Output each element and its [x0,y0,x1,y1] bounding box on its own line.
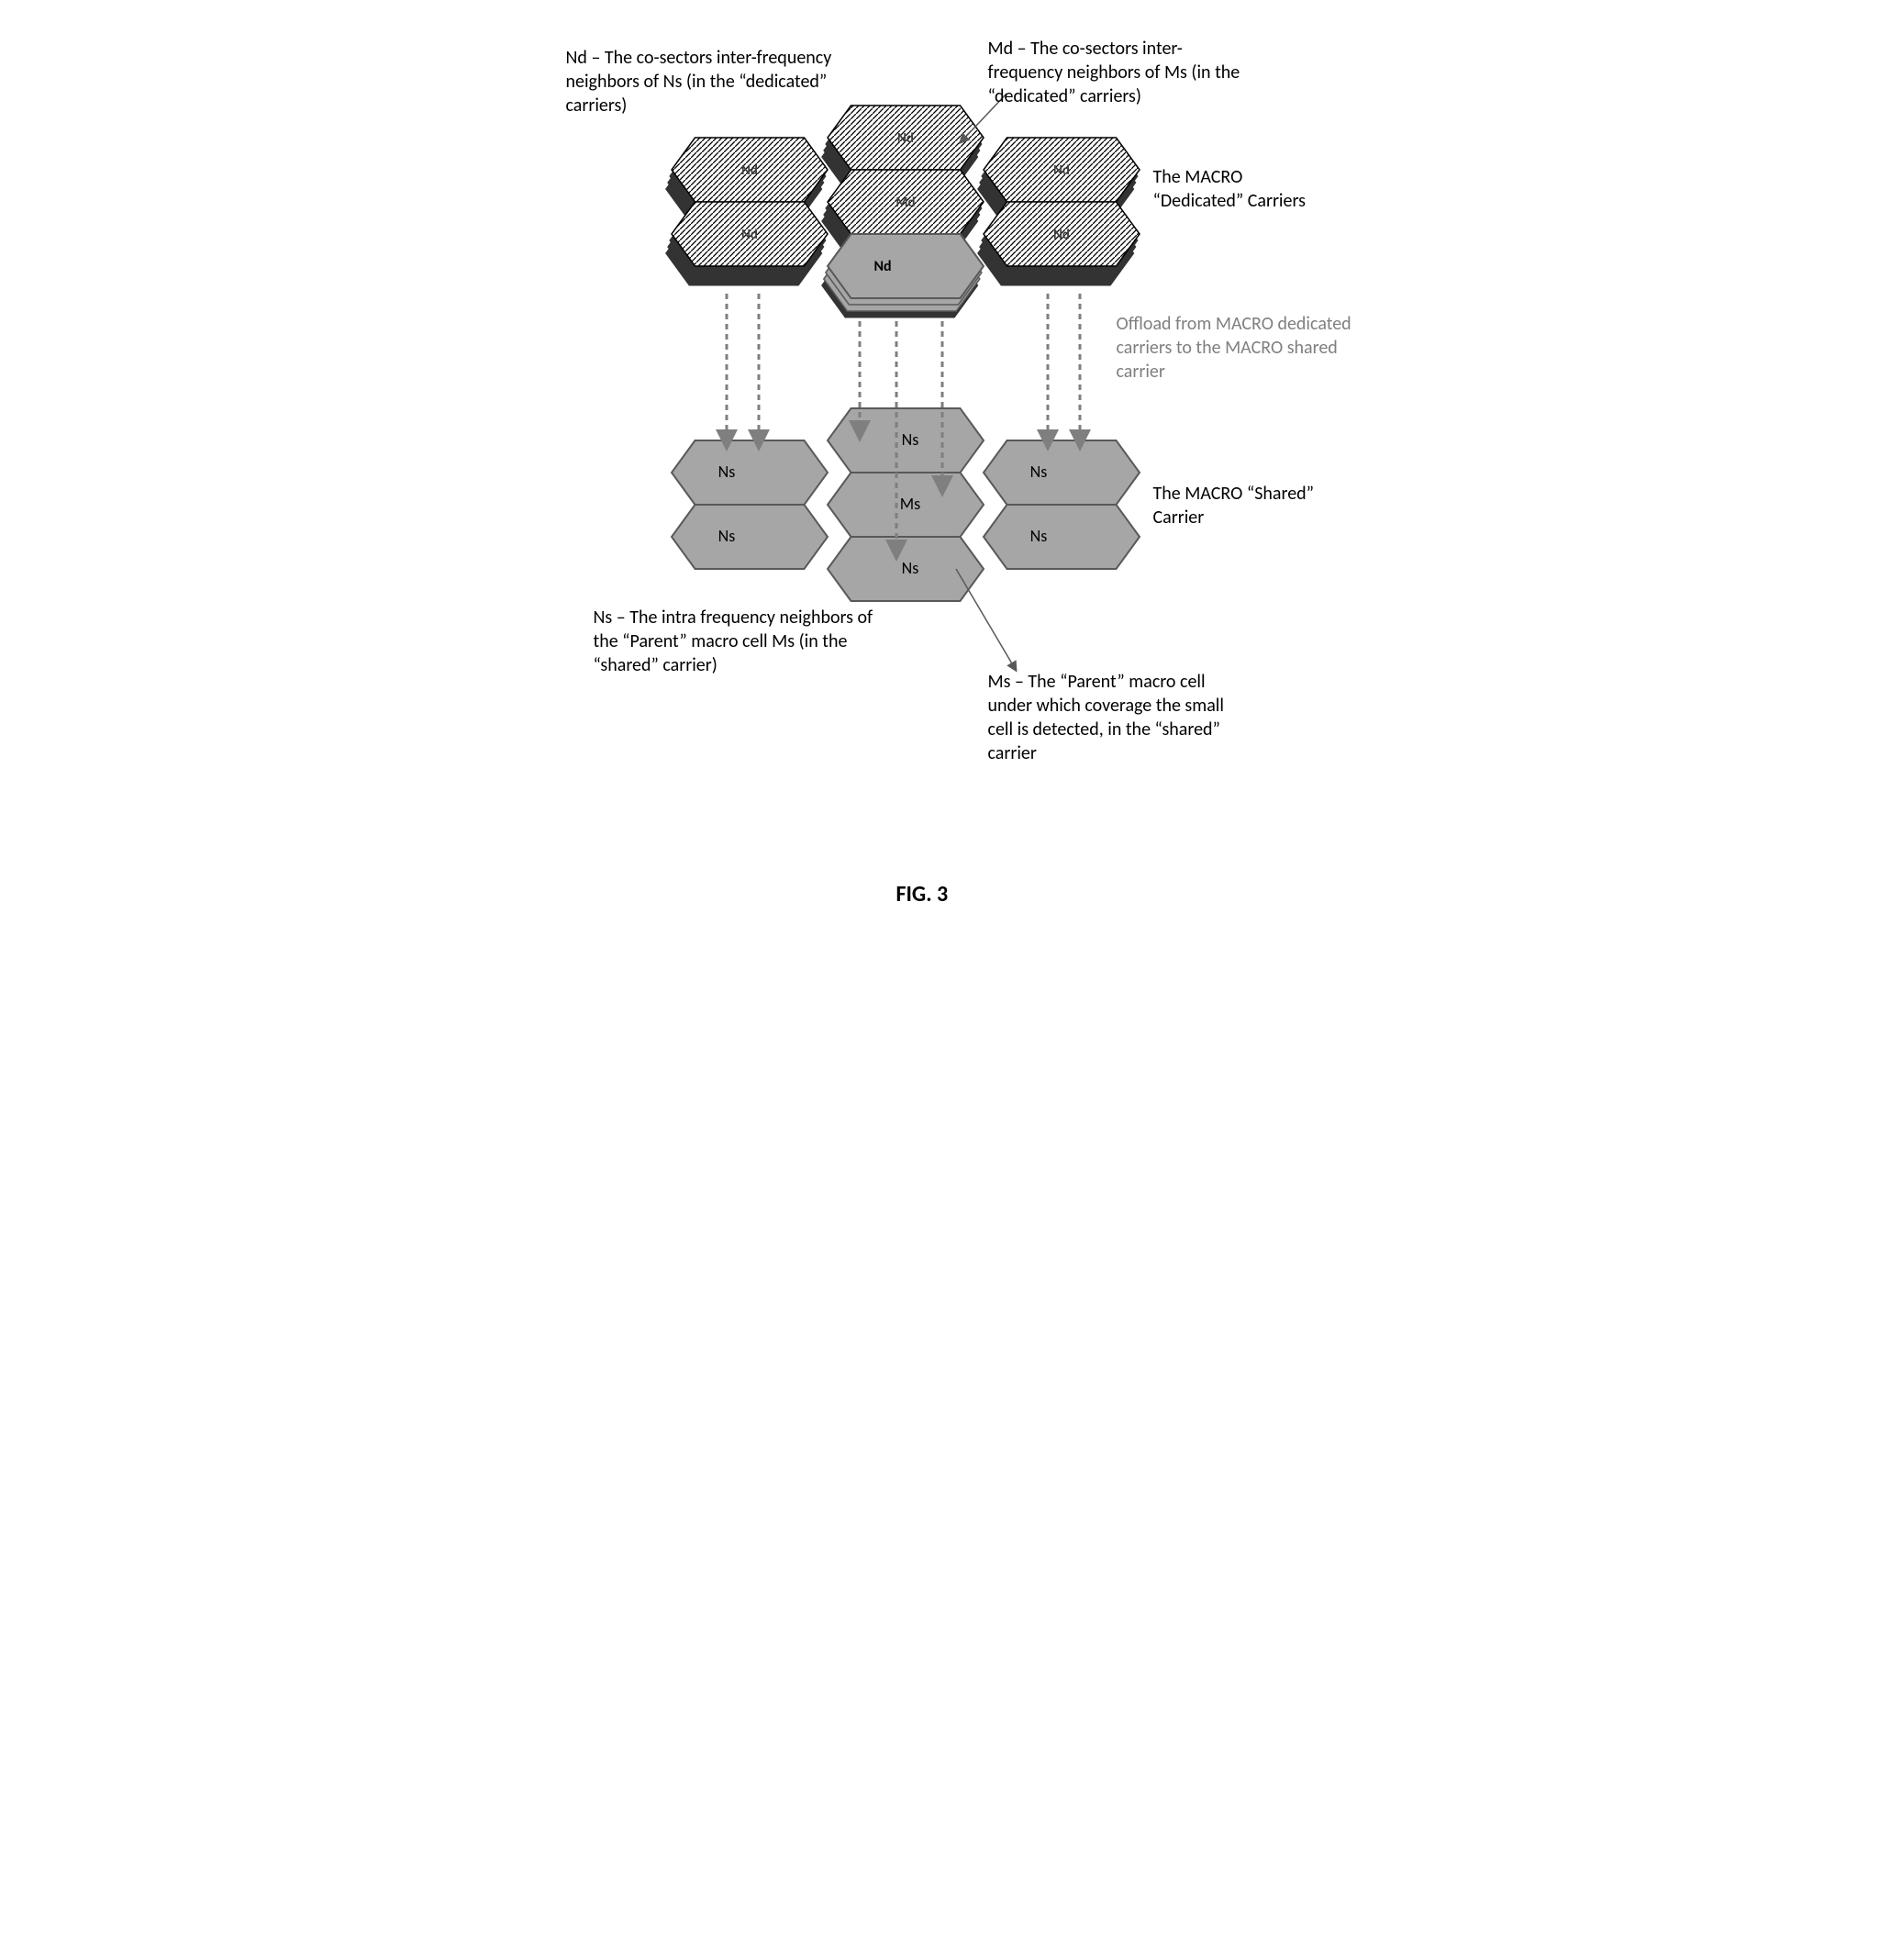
svg-text:Ns: Ns [901,558,918,578]
md-description: Md – The co-sectors inter-frequency neig… [988,37,1254,108]
svg-text:Ms: Ms [899,494,919,514]
ms-description: Ms – The “Parent” macro cell under which… [988,670,1245,765]
svg-text:Nd: Nd [741,162,758,179]
svg-text:Nd: Nd [741,227,758,243]
offload-description: Offload from MACRO dedicated carriers to… [1117,312,1355,384]
ns-description: Ns – The intra frequency neighbors of th… [594,606,887,677]
svg-text:Md: Md [895,195,915,211]
diagram-container: Nd Nd Nd Md Nd Nd Nd Ns Ns Ns Ms Ns Ns Ns Nd – The co… [493,37,1410,954]
svg-text:Ns: Ns [901,429,918,450]
macro-shared-label: The MACRO “Shared” Carrier [1153,482,1346,529]
svg-text:Ns: Ns [717,462,735,482]
svg-text:Ns: Ns [717,526,735,546]
svg-text:Nd: Nd [873,258,891,275]
svg-text:Nd: Nd [1053,227,1070,243]
svg-text:Nd: Nd [1053,162,1070,179]
svg-text:Ns: Ns [1029,526,1047,546]
macro-dedicated-label: The MACRO “Dedicated” Carriers [1153,165,1337,213]
svg-text:Nd: Nd [897,130,914,147]
figure-caption: FIG. 3 [896,881,949,908]
svg-text:Ns: Ns [1029,462,1047,482]
nd-description: Nd – The co-sectors inter-frequency neig… [566,46,832,117]
